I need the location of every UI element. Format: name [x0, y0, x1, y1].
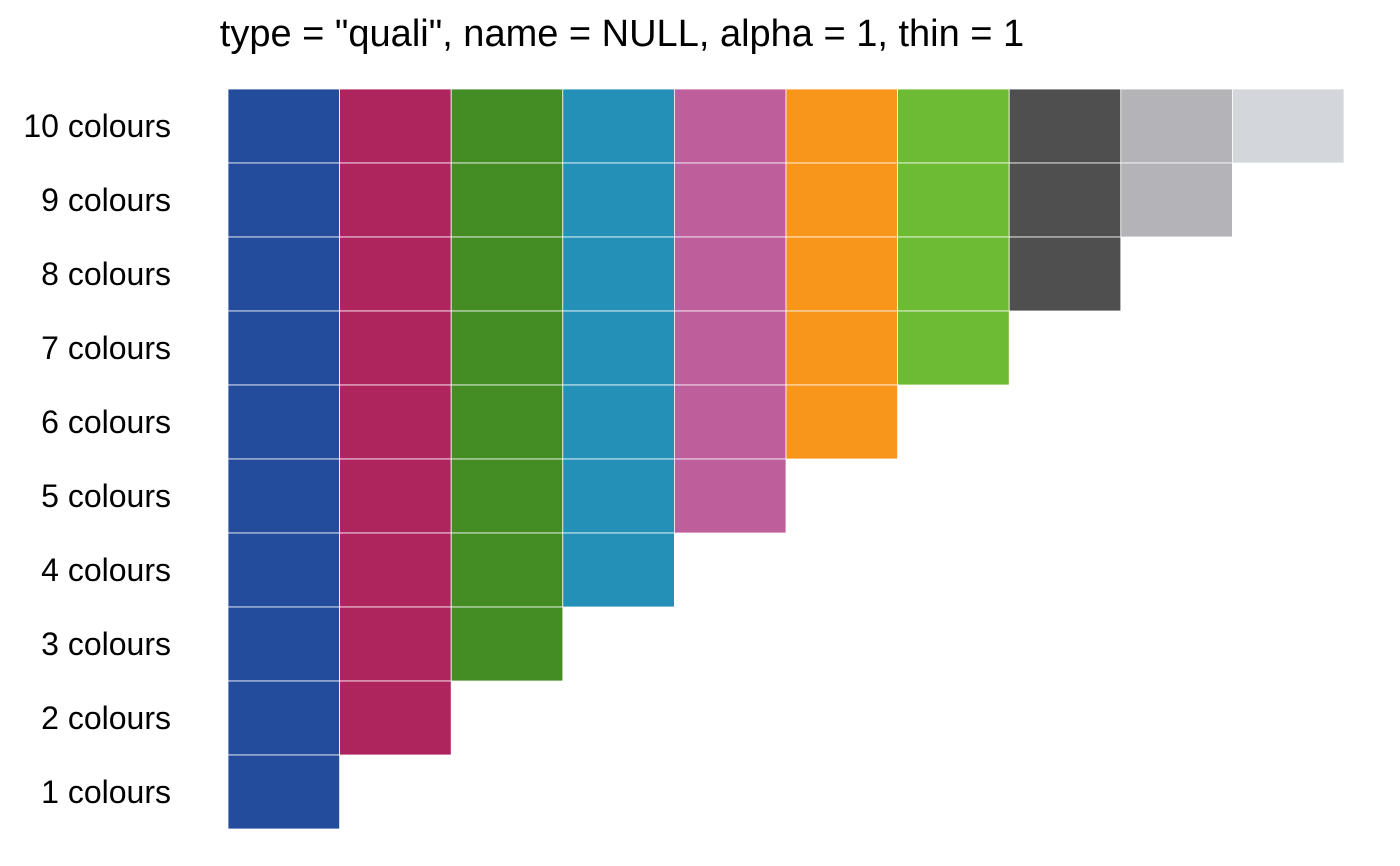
swatch-row6-col2 [339, 384, 452, 460]
swatch-row7-col2 [339, 310, 452, 386]
swatch-row9-col4 [562, 162, 675, 238]
swatch-row8-col1 [227, 236, 340, 312]
swatch-row7-col4 [562, 310, 675, 386]
swatch-row3-col1 [227, 606, 340, 682]
swatch-row10-col9 [1120, 88, 1233, 164]
swatch-row4-col4 [562, 532, 675, 608]
swatch-row1-col1 [227, 754, 340, 830]
swatch-row10-col7 [897, 88, 1010, 164]
swatch-row8-col5 [674, 236, 787, 312]
row-label: 4 colours [41, 552, 171, 588]
row-label: 9 colours [41, 182, 171, 218]
swatch-row3-col2 [339, 606, 452, 682]
swatch-row9-col3 [450, 162, 564, 238]
swatch-row3-col3 [450, 606, 564, 682]
row-label: 7 colours [41, 330, 171, 366]
swatch-row10-col4 [562, 88, 675, 164]
swatch-grid [227, 88, 1345, 830]
swatch-row10-col6 [785, 88, 898, 164]
swatch-row10-col2 [339, 88, 452, 164]
swatch-row9-col6 [785, 162, 898, 238]
row-label: 6 colours [41, 404, 171, 440]
swatch-row5-col4 [562, 458, 675, 534]
swatch-row5-col5 [674, 458, 787, 534]
swatch-row10-col10 [1232, 88, 1345, 164]
swatch-row2-col2 [339, 680, 452, 756]
swatch-row8-col7 [897, 236, 1010, 312]
row-label: 5 colours [41, 478, 171, 514]
swatch-row10-col5 [674, 88, 787, 164]
row-label: 2 colours [41, 700, 171, 736]
row-label: 3 colours [41, 626, 171, 662]
swatch-row6-col1 [227, 384, 340, 460]
swatch-row8-col8 [1008, 236, 1122, 312]
swatch-row8-col2 [339, 236, 452, 312]
swatch-row10-col1 [227, 88, 340, 164]
swatch-row7-col3 [450, 310, 564, 386]
swatch-row7-col6 [785, 310, 898, 386]
swatch-row8-col4 [562, 236, 675, 312]
swatch-row5-col2 [339, 458, 452, 534]
swatch-row10-col3 [450, 88, 564, 164]
chart-title: type = "quali", name = NULL, alpha = 1, … [220, 13, 1024, 55]
swatch-row6-col4 [562, 384, 675, 460]
swatch-row9-col2 [339, 162, 452, 238]
row-label: 10 colours [23, 108, 171, 144]
swatch-row6-col5 [674, 384, 787, 460]
swatch-row8-col3 [450, 236, 564, 312]
swatch-row9-col7 [897, 162, 1010, 238]
swatch-row4-col1 [227, 532, 340, 608]
swatch-row8-col6 [785, 236, 898, 312]
swatch-row6-col3 [450, 384, 564, 460]
swatch-row4-col3 [450, 532, 564, 608]
row-label: 8 colours [41, 256, 171, 292]
swatch-row9-col9 [1120, 162, 1233, 238]
swatch-row5-col3 [450, 458, 564, 534]
row-labels: 10 colours 9 colours 8 colours 7 colours 6 c… [23, 108, 171, 810]
swatch-row5-col1 [227, 458, 340, 534]
swatch-row9-col1 [227, 162, 340, 238]
swatch-row4-col2 [339, 532, 452, 608]
swatch-row6-col6 [785, 384, 898, 460]
swatch-row2-col1 [227, 680, 340, 756]
swatch-row7-col7 [897, 310, 1010, 386]
swatch-row7-col1 [227, 310, 340, 386]
swatch-row7-col5 [674, 310, 787, 386]
swatch-row10-col8 [1008, 88, 1122, 164]
swatch-row9-col5 [674, 162, 787, 238]
swatch-row9-col8 [1008, 162, 1122, 238]
row-label: 1 colours [41, 774, 171, 810]
